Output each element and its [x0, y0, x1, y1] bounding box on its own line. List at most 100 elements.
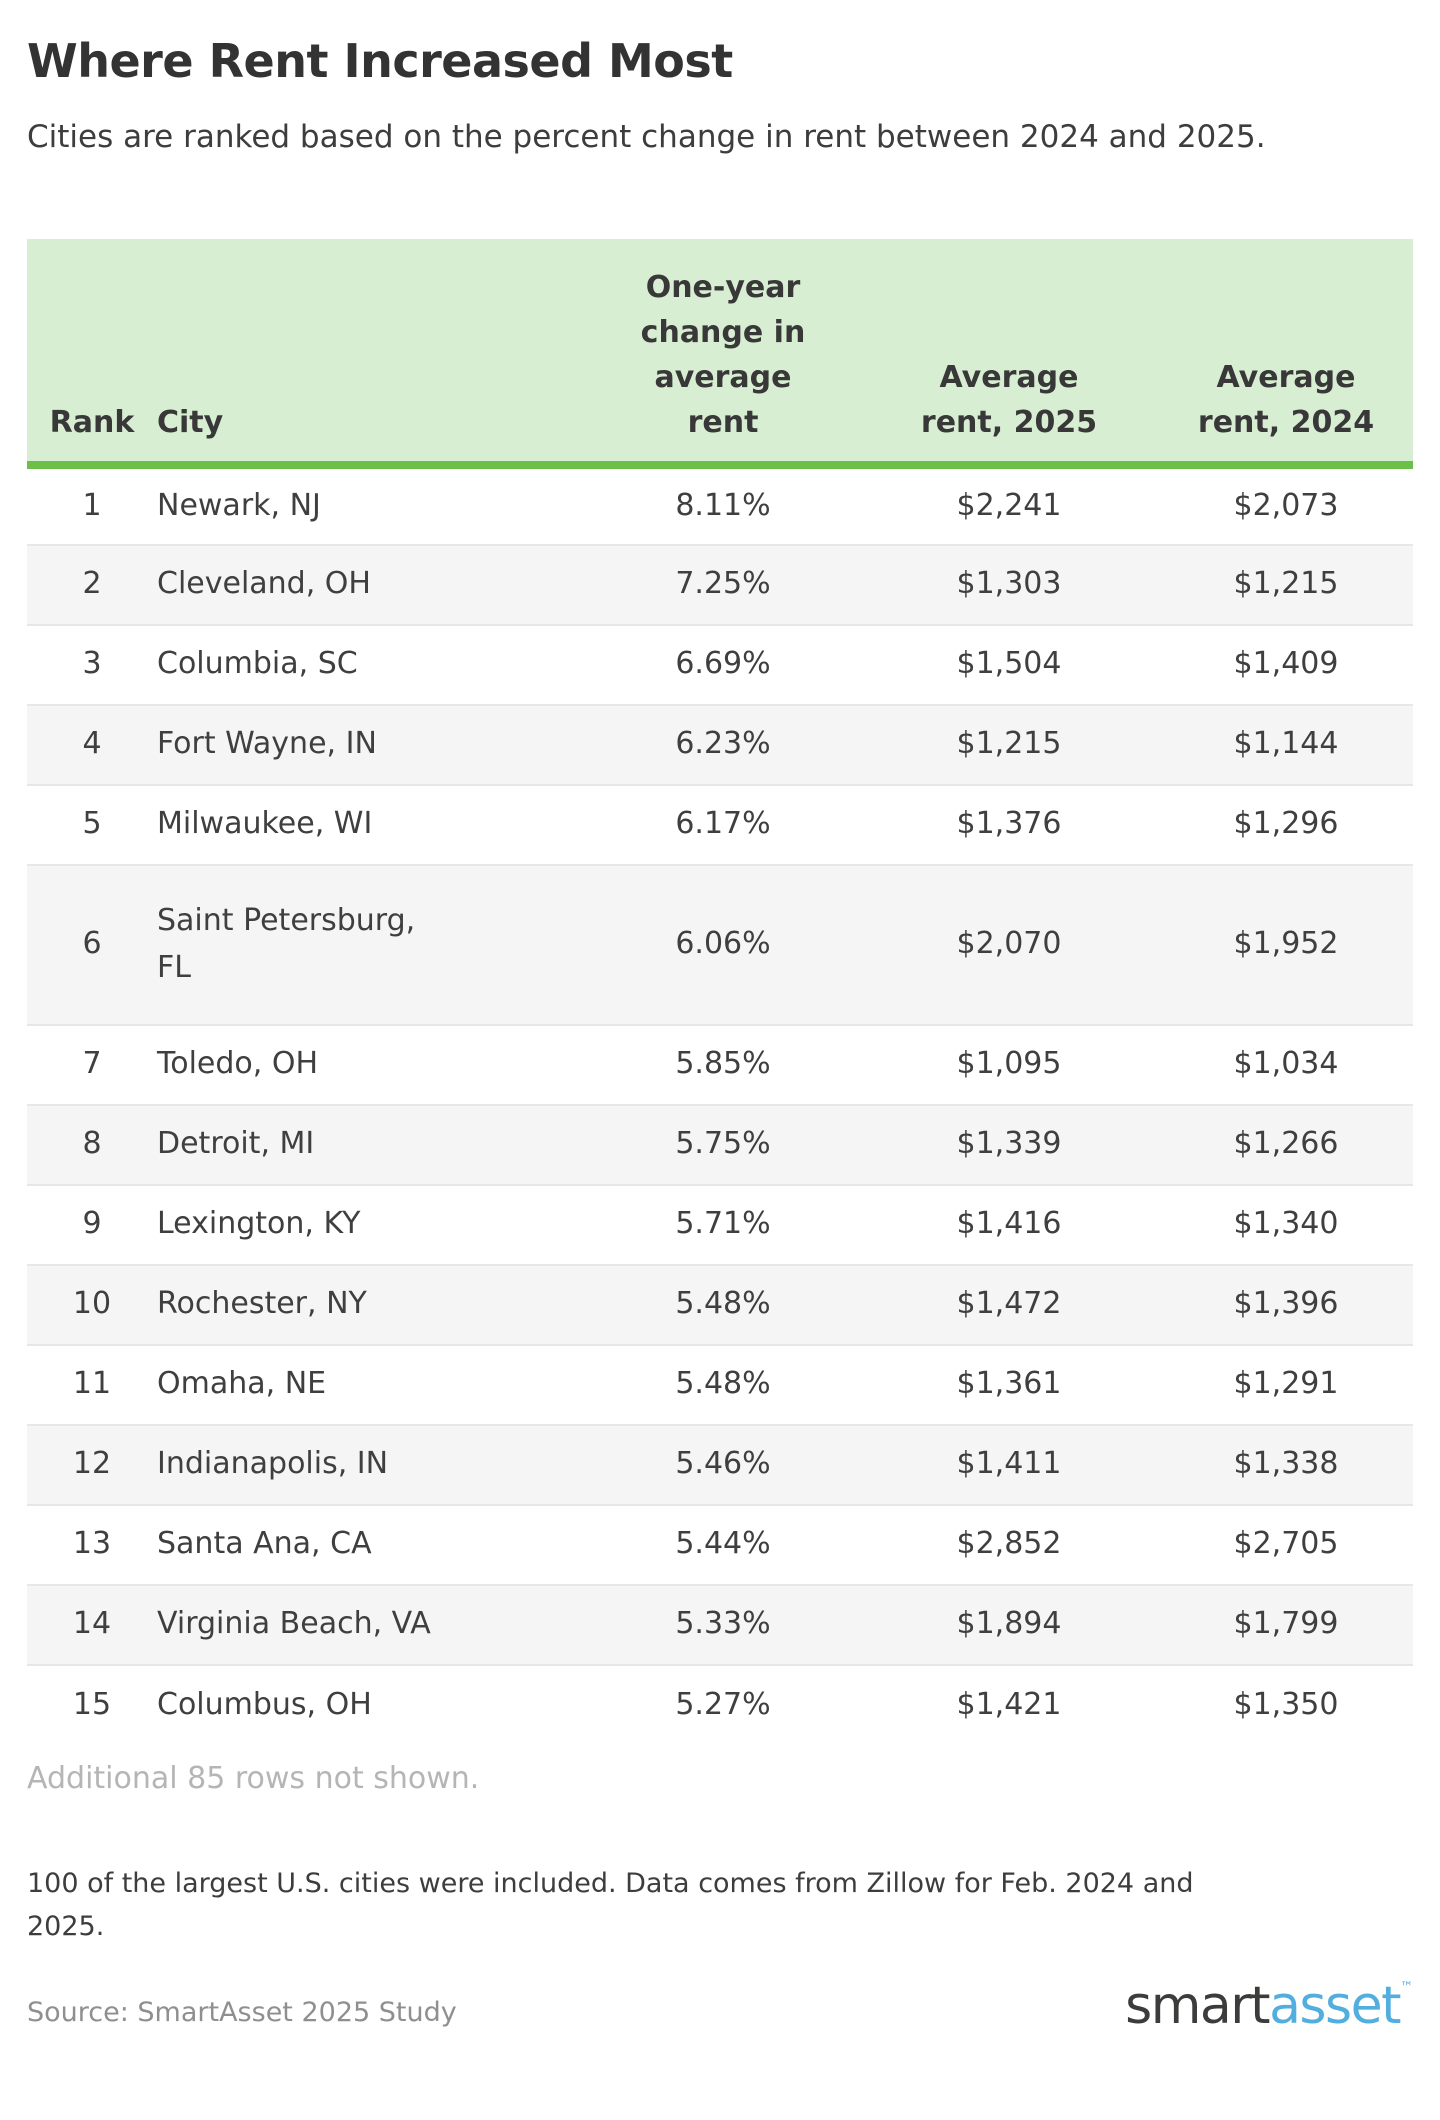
cell-change: 6.23% — [587, 703, 859, 785]
cell-change: 6.06% — [587, 863, 859, 1025]
cell-rank: 11 — [27, 1343, 157, 1425]
cell-rent_2025: $2,070 — [859, 863, 1159, 1025]
column-header-label: Average rent, 2024 — [1197, 359, 1375, 440]
city-label: Milwaukee, WI — [157, 806, 373, 842]
page-subtitle: Cities are ranked based on the percent c… — [27, 119, 1266, 156]
cell-rent_2024: $1,799 — [1159, 1583, 1413, 1665]
cell-rent_2024: $1,266 — [1159, 1103, 1413, 1185]
rent-table: Rank City One-year change in average rent A… — [27, 238, 1413, 1745]
cell-rent_2025: $1,421 — [859, 1663, 1159, 1745]
table-row: 9 Lexington, KY 5.71% $1,416 $1,340 — [27, 1183, 1413, 1265]
column-header: City — [157, 238, 587, 469]
cell-rent_2025: $1,411 — [859, 1423, 1159, 1505]
table-row: 10 Rochester, NY 5.48% $1,472 $1,396 — [27, 1263, 1413, 1345]
city-label: Detroit, MI — [157, 1126, 315, 1162]
city-label: Virginia Beach, VA — [157, 1606, 431, 1642]
column-header-label: One-year change in average rent — [640, 269, 806, 440]
table-row: 11 Omaha, NE 5.48% $1,361 $1,291 — [27, 1343, 1413, 1425]
city-label: Cleveland, OH — [157, 566, 371, 602]
rent-table-header: Rank City One-year change in average rent A… — [27, 238, 1413, 469]
footer: Source: SmartAsset 2025 Study smartasset… — [27, 1976, 1413, 2036]
cell-rank: 15 — [27, 1663, 157, 1745]
city-label: Toledo, OH — [157, 1046, 319, 1082]
cell-rent_2025: $1,215 — [859, 703, 1159, 785]
cell-change: 5.75% — [587, 1103, 859, 1185]
cell-city: Detroit, MI — [157, 1103, 587, 1185]
cell-rank: 10 — [27, 1263, 157, 1345]
city-label: Indianapolis, IN — [157, 1446, 389, 1482]
city-label: Columbia, SC — [157, 646, 358, 682]
cell-rent_2024: $1,296 — [1159, 783, 1413, 865]
cell-rent_2024: $1,215 — [1159, 543, 1413, 625]
methodology-note: 100 of the largest U.S. cities were incl… — [27, 1867, 1194, 1942]
table-row: 4 Fort Wayne, IN 6.23% $1,215 $1,144 — [27, 703, 1413, 785]
table-row: 13 Santa Ana, CA 5.44% $2,852 $2,705 — [27, 1503, 1413, 1585]
table-row: 6 Saint Petersburg, FL 6.06% $2,070 $1,952 — [27, 863, 1413, 1025]
cell-rank: 9 — [27, 1183, 157, 1265]
cell-city: Columbia, SC — [157, 623, 587, 705]
logo-text-smart: smart — [1125, 1975, 1270, 2036]
cell-rank: 14 — [27, 1583, 157, 1665]
cell-rent_2024: $1,409 — [1159, 623, 1413, 705]
cell-rank: 2 — [27, 543, 157, 625]
city-label: Lexington, KY — [157, 1206, 361, 1242]
cell-rent_2025: $1,416 — [859, 1183, 1159, 1265]
cell-city: Omaha, NE — [157, 1343, 587, 1425]
city-label: Columbus, OH — [157, 1686, 372, 1722]
city-label: Santa Ana, CA — [157, 1526, 372, 1562]
column-header: Average rent, 2024 — [1159, 238, 1413, 469]
cell-city: Milwaukee, WI — [157, 783, 587, 865]
cell-change: 5.71% — [587, 1183, 859, 1265]
infographic: Where Rent Increased Most Cities are ran… — [0, 34, 1440, 2036]
cell-rent_2024: $1,350 — [1159, 1663, 1413, 1745]
cell-rent_2025: $1,339 — [859, 1103, 1159, 1185]
cell-change: 7.25% — [587, 543, 859, 625]
cell-city: Columbus, OH — [157, 1663, 587, 1745]
table-row: 1 Newark, NJ 8.11% $2,241 $2,073 — [27, 465, 1413, 545]
additional-rows-note: Additional 85 rows not shown. — [27, 1760, 480, 1796]
column-header: One-year change in average rent — [587, 238, 859, 469]
cell-change: 5.27% — [587, 1663, 859, 1745]
table-row: 12 Indianapolis, IN 5.46% $1,411 $1,338 — [27, 1423, 1413, 1505]
source-note: Source: SmartAsset 2025 Study — [27, 1996, 457, 2028]
cell-change: 5.85% — [587, 1023, 859, 1105]
page-title: Where Rent Increased Most — [27, 34, 733, 88]
cell-city: Santa Ana, CA — [157, 1503, 587, 1585]
cell-rent_2024: $1,034 — [1159, 1023, 1413, 1105]
cell-rank: 7 — [27, 1023, 157, 1105]
cell-rank: 13 — [27, 1503, 157, 1585]
cell-rent_2025: $2,241 — [956, 487, 1062, 523]
cell-rent_2025: $1,376 — [859, 783, 1159, 865]
table-header-row: Rank City One-year change in average rent A… — [27, 238, 1413, 469]
cell-change: 5.48% — [587, 1343, 859, 1425]
column-header: Rank — [27, 238, 157, 469]
table-row: 14 Virginia Beach, VA 5.33% $1,894 $1,799 — [27, 1583, 1413, 1665]
column-header-label: Average rent, 2025 — [920, 359, 1098, 440]
table-row: 3 Columbia, SC 6.69% $1,504 $1,409 — [27, 623, 1413, 705]
cell-city: Indianapolis, IN — [157, 1423, 587, 1505]
smartasset-logo: smartasset™ — [1125, 1976, 1413, 2036]
cell-city: Virginia Beach, VA — [157, 1583, 587, 1665]
column-header: Average rent, 2025 — [859, 238, 1159, 469]
table-row: 5 Milwaukee, WI 6.17% $1,376 $1,296 — [27, 783, 1413, 865]
cell-city: Rochester, NY — [157, 1263, 587, 1345]
cell-rent_2024: $1,396 — [1159, 1263, 1413, 1345]
cell-rent_2025: $1,472 — [859, 1263, 1159, 1345]
table-row: 8 Detroit, MI 5.75% $1,339 $1,266 — [27, 1103, 1413, 1185]
cell-change: 5.48% — [587, 1263, 859, 1345]
cell-rent_2024: $1,952 — [1159, 863, 1413, 1025]
cell-rank: 4 — [27, 703, 157, 785]
cell-rent_2025: $2,852 — [859, 1503, 1159, 1585]
cell-city: Saint Petersburg, FL — [157, 863, 587, 1025]
table-row: 2 Cleveland, OH 7.25% $1,303 $1,215 — [27, 543, 1413, 625]
cell-rent_2024: $1,291 — [1159, 1343, 1413, 1425]
cell-rank: 6 — [27, 863, 157, 1025]
city-label: Newark, NJ — [157, 487, 321, 523]
city-label: Rochester, NY — [157, 1286, 367, 1322]
city-label: Omaha, NE — [157, 1366, 327, 1402]
cell-rank: 3 — [27, 623, 157, 705]
cell-rent_2024: $1,144 — [1159, 703, 1413, 785]
cell-rank: 12 — [27, 1423, 157, 1505]
cell-rank: 8 — [27, 1103, 157, 1185]
city-label: Fort Wayne, IN — [157, 726, 377, 762]
